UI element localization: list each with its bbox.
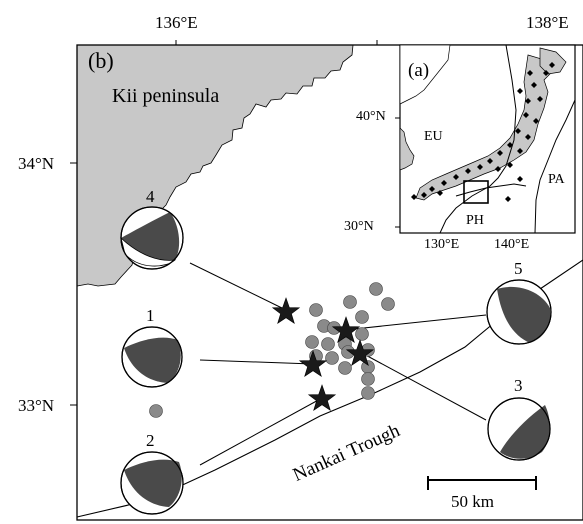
star-event-1 xyxy=(298,350,328,378)
mechanism-label-4: 4 xyxy=(146,187,155,206)
lon-tick-label-136: 136°E xyxy=(155,13,198,32)
inset-plate-boundary xyxy=(439,44,517,234)
inset-map xyxy=(395,44,576,234)
lon-tick-label-138: 138°E xyxy=(526,13,569,32)
inset-korea xyxy=(399,127,415,171)
plate-label-pa: PA xyxy=(548,172,565,187)
focal-mechanism-5 xyxy=(486,279,552,345)
focal-mechanism-4 xyxy=(120,206,184,270)
inset-station-diamonds xyxy=(411,62,555,202)
mechanism-label-2: 2 xyxy=(146,431,155,450)
kii-peninsula-land xyxy=(76,44,354,287)
scale-bar xyxy=(427,476,537,490)
connector-3 xyxy=(359,351,487,421)
mechanism-label-1: 1 xyxy=(146,306,155,325)
inset-nankai xyxy=(455,183,527,197)
star-event-2 xyxy=(307,384,337,412)
scale-bar-label: 50 km xyxy=(451,492,494,511)
focal-mechanism-2 xyxy=(120,451,184,515)
inset-lat-label-40: 40°N xyxy=(356,109,386,124)
main-map-frame xyxy=(76,44,583,521)
inset-mainland-north xyxy=(399,44,451,105)
inset-hokkaido xyxy=(539,47,567,75)
connector-1 xyxy=(199,359,314,365)
inset-lon-label-140: 140°E xyxy=(494,237,530,252)
connector-4 xyxy=(189,262,287,311)
connector-2 xyxy=(199,397,323,466)
mechanism-label-3: 3 xyxy=(514,376,523,395)
focal-mechanism-3 xyxy=(487,397,551,461)
panel-a-label: (a) xyxy=(408,60,430,81)
focal-mechanism-1 xyxy=(121,326,183,388)
star-event-4 xyxy=(271,297,301,325)
region-label: Kii peninsula xyxy=(112,85,220,107)
connector-5 xyxy=(344,314,487,331)
inset-study-area-box xyxy=(463,180,489,204)
inset-lon-label-130: 130°E xyxy=(424,237,460,252)
main-map xyxy=(70,40,583,521)
inset-lat-label-30: 30°N xyxy=(344,219,374,234)
star-event-3 xyxy=(345,339,375,367)
panel-b-label: (b) xyxy=(88,48,114,73)
mechanism-label-5: 5 xyxy=(514,259,523,278)
inset-japan xyxy=(415,54,553,201)
inset-trench xyxy=(534,99,576,234)
lat-tick-label-34: 34°N xyxy=(18,154,55,173)
star-event-5 xyxy=(331,316,361,344)
epicenter-stars xyxy=(271,297,375,412)
lat-tick-label-33: 33°N xyxy=(18,396,55,415)
plate-label-eu: EU xyxy=(424,129,443,144)
plate-label-ph: PH xyxy=(466,213,484,228)
